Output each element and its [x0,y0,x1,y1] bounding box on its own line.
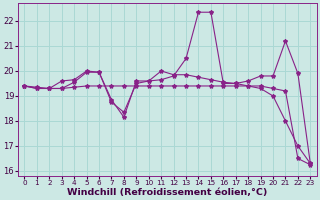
X-axis label: Windchill (Refroidissement éolien,°C): Windchill (Refroidissement éolien,°C) [67,188,268,197]
